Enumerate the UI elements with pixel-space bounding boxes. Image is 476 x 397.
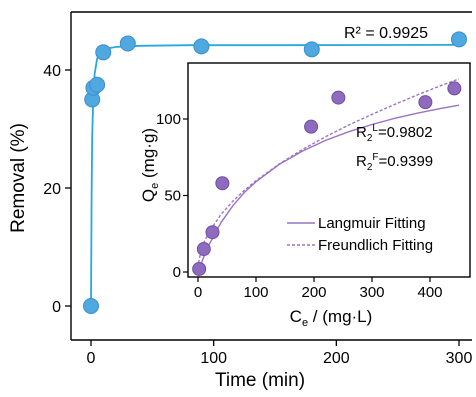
inset-axis-ticks: 0 100 200 300 400 0 50 100 [156,111,443,301]
inset-x-tick-label: 0 [194,284,202,301]
inset-y-axis-title: Qe (mg·g) [139,128,161,202]
inset-r2-l-sub: 2 [367,133,373,144]
inset-y-title-rest: (mg·g) [139,128,158,183]
main-data-point [119,35,136,52]
inset-data-point [304,119,319,134]
inset-x-axis-title: Ce / (mg·L) [290,307,373,329]
legend-freundlich-label: Freundlich Fitting [318,237,433,254]
inset-r2-l-main: R [356,124,367,141]
main-x-tick-label: 300 [446,350,473,367]
inset-r2-f-main: R [356,153,367,170]
main-data-point [95,44,112,61]
inset-data-point [418,95,433,110]
main-y-tick-label: 0 [52,299,61,316]
inset-r2-f-rest: =0.9399 [379,153,434,170]
inset-r2-freundlich: R2F=0.9399 [356,152,433,173]
inset-y-tick-label: 100 [156,111,181,128]
legend-langmuir-label: Langmuir Fitting [318,215,426,232]
main-data-point [303,41,320,58]
main-x-tick-label: 100 [200,350,227,367]
inset-data-point [447,81,462,96]
inset-x-title-rest: / (mg·L) [308,307,372,326]
inset-x-title-sub: e [302,317,308,329]
inset-y-tick-label: 0 [173,264,181,281]
inset-r2-l-rest: =0.9802 [378,124,433,141]
inset-data-point [205,225,220,240]
inset-x-tick-label: 300 [359,284,384,301]
main-data-point [193,38,210,55]
inset-data-points [192,81,462,276]
main-x-axis-title: Time (min) [215,370,305,391]
main-plot-frame [70,11,472,341]
main-data-point [83,298,99,314]
main-x-tick-label: 0 [87,350,96,367]
inset-y-title-sub: e [149,183,161,189]
freundlich-fit-line [197,78,460,263]
inset-data-point [196,242,211,257]
inset-x-tick-label: 100 [243,284,268,301]
main-y-tick-label: 20 [43,181,61,198]
main-data-point [451,31,467,48]
main-y-tick-label: 40 [43,63,61,80]
inset-r2-langmuir: R2L=0.9802 [356,123,433,144]
inset-data-point [331,90,346,105]
inset-x-tick-label: 200 [301,284,326,301]
inset-r2-f-sup: F [372,152,378,163]
inset-r2-l-sup: L [372,123,378,134]
main-data-point [89,76,106,93]
inset-data-point [215,176,230,191]
inset-y-tick-label: 50 [164,188,181,205]
main-r-squared-text: R² = 0.9925 [344,25,428,42]
inset-y-title-main: Q [139,189,158,202]
main-y-axis-title: Removal (%) [8,123,29,233]
main-data-points [83,31,467,314]
main-r-squared-label: R² = 0.9925 [344,25,428,42]
inset-data-point [192,261,207,276]
inset-r2-f-sub: 2 [367,162,373,173]
inset-x-tick-label: 400 [417,284,442,301]
main-x-tick-label: 200 [323,350,350,367]
inset-legend: Langmuir Fitting Freundlich Fitting [287,215,433,254]
inset-isotherm-chart: 0 100 200 300 400 0 50 100 Ce / (mg·L) Qe (mg·g… [139,62,471,329]
inset-x-title-main: C [290,307,302,326]
